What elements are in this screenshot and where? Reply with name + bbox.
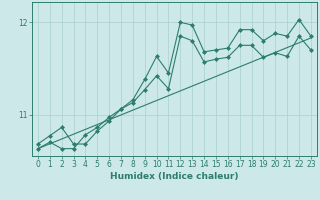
X-axis label: Humidex (Indice chaleur): Humidex (Indice chaleur) [110,172,239,181]
